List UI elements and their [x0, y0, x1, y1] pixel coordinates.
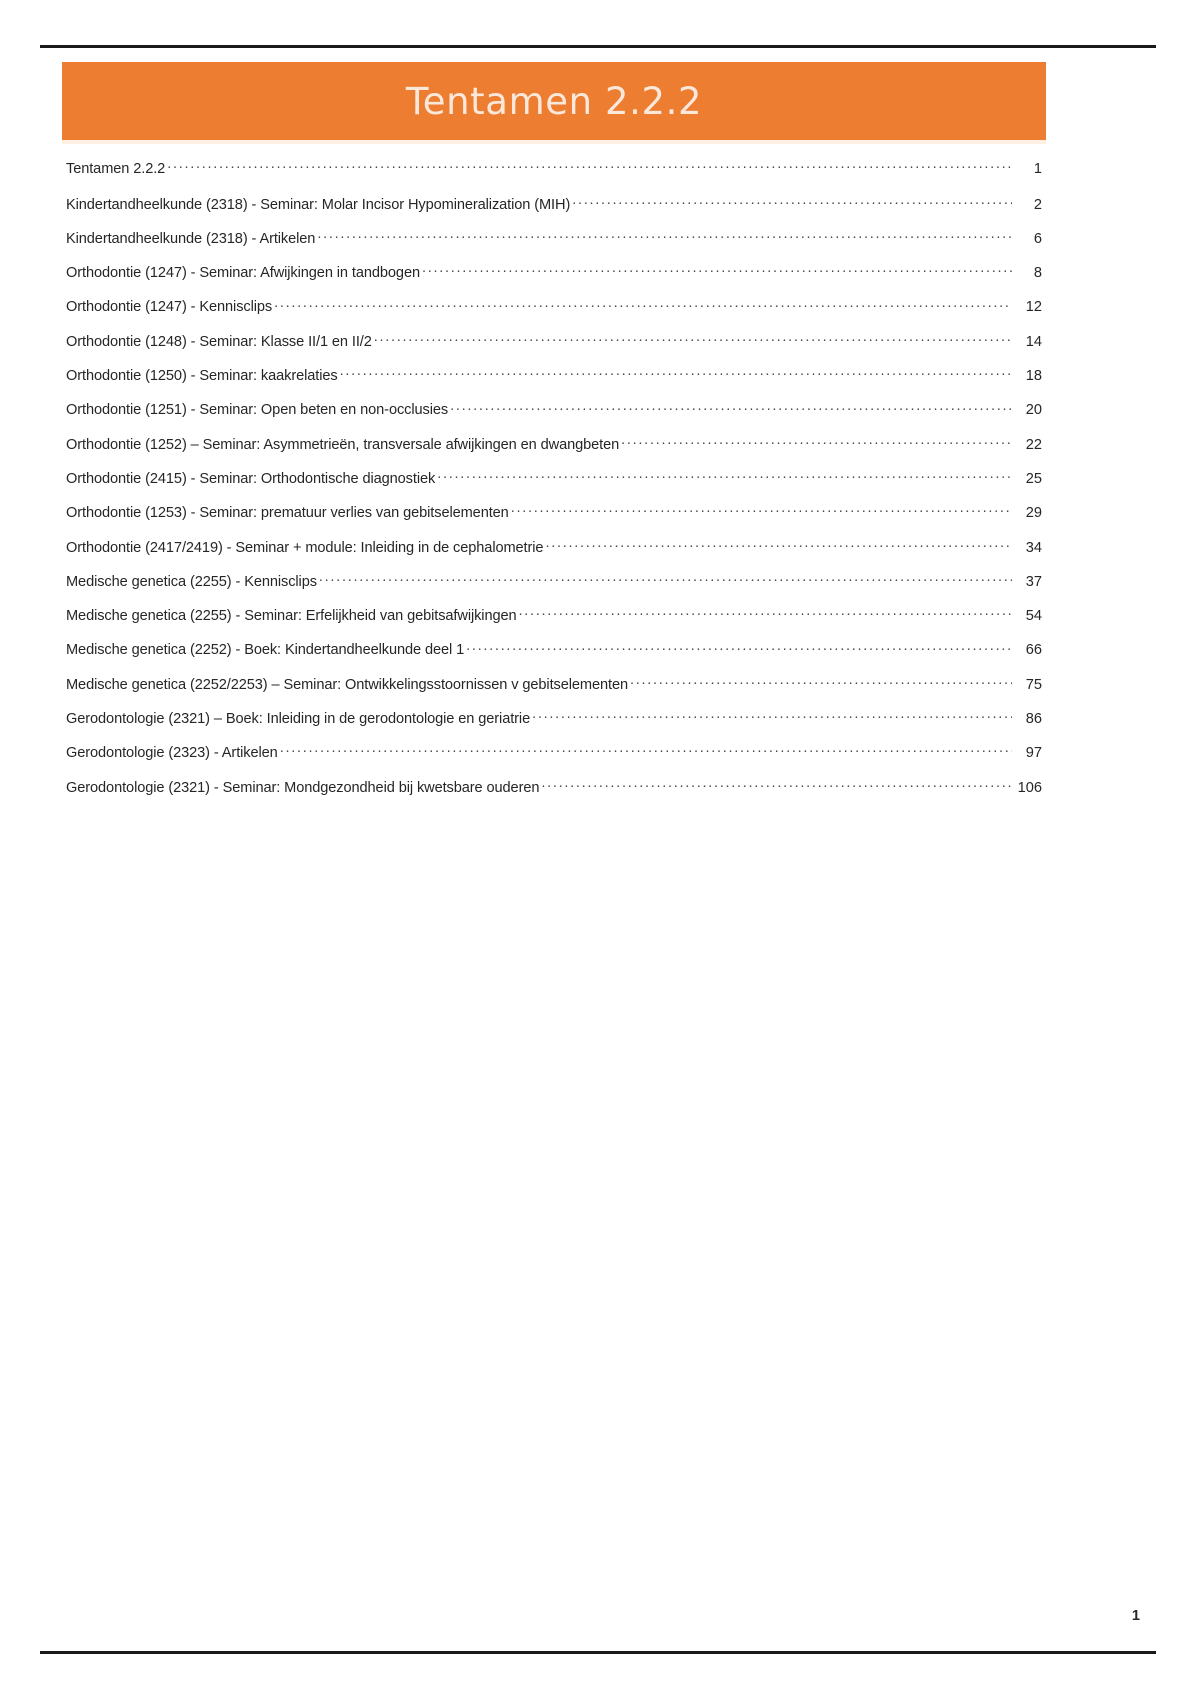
toc-dot-leader [621, 434, 1012, 449]
toc-entry-label: Gerodontologie (2321) - Seminar: Mondgez… [66, 779, 540, 796]
toc-entry-label: Orthodontie (1248) - Seminar: Klasse II/… [66, 333, 372, 350]
toc-entry-label: Gerodontologie (2321) – Boek: Inleiding … [66, 711, 531, 728]
toc-entry[interactable]: Tentamen 2.2.2 1 [66, 158, 1042, 194]
toc-dot-leader [319, 571, 1012, 586]
toc-dot-leader [374, 331, 1012, 346]
toc-entry[interactable]: Medische genetica (2252/2253) – Seminar:… [66, 674, 1042, 708]
toc-entry-page-number: 106 [1017, 779, 1042, 796]
toc-entry[interactable]: Orthodontie (2417/2419) - Seminar + modu… [66, 537, 1042, 571]
toc-entry[interactable]: Orthodontie (2415) - Seminar: Orthodonti… [66, 468, 1042, 502]
toc-entry-label: Orthodontie (1247) - Kennisclips [66, 299, 273, 316]
toc-entry-page-number: 6 [1033, 230, 1042, 247]
toc-entry-page-number: 54 [1025, 608, 1042, 625]
toc-dot-leader [422, 263, 1012, 278]
toc-entry[interactable]: Kindertandheelkunde (2318) - Seminar: Mo… [66, 194, 1042, 228]
toc-dot-leader [437, 468, 1012, 483]
toc-entry[interactable]: Medische genetica (2255) - Seminar: Erfe… [66, 606, 1042, 640]
toc-entry-page-number: 97 [1025, 745, 1042, 762]
toc-entry-page-number: 25 [1025, 470, 1042, 487]
page-top-rule [40, 45, 1156, 48]
toc-dot-leader [532, 708, 1012, 723]
toc-entry-page-number: 14 [1025, 333, 1042, 350]
toc-dot-leader [280, 743, 1012, 758]
toc-entry-label: Orthodontie (1250) - Seminar: kaakrelati… [66, 368, 338, 385]
toc-entry-page-number: 2 [1033, 196, 1042, 213]
toc-entry[interactable]: Orthodontie (1252) – Seminar: Asymmetrie… [66, 434, 1042, 468]
toc-entry-label: Medische genetica (2252) - Boek: Kindert… [66, 642, 465, 659]
toc-entry-page-number: 8 [1033, 265, 1042, 282]
toc-entry-page-number: 75 [1025, 676, 1042, 693]
toc-dot-leader [167, 158, 1012, 173]
toc-dot-leader [541, 777, 1012, 792]
toc-entry-page-number: 22 [1025, 436, 1042, 453]
toc-entry[interactable]: Orthodontie (1250) - Seminar: kaakrelati… [66, 365, 1042, 399]
toc-entry-label: Orthodontie (1252) – Seminar: Asymmetrie… [66, 436, 620, 453]
toc-entry-page-number: 86 [1025, 711, 1042, 728]
toc-dot-leader [340, 365, 1012, 380]
toc-entry-page-number: 29 [1025, 505, 1042, 522]
footer-page-number: 1 [1131, 1608, 1140, 1624]
toc-entry-label: Kindertandheelkunde (2318) - Seminar: Mo… [66, 196, 571, 213]
toc-entry-page-number: 37 [1025, 573, 1042, 590]
table-of-contents: Tentamen 2.2.2 1 Kindertandheelkunde (2318… [66, 158, 1042, 811]
toc-entry-page-number: 1 [1033, 160, 1042, 177]
toc-entry-label: Orthodontie (2417/2419) - Seminar + modu… [66, 539, 544, 556]
toc-dot-leader [466, 640, 1012, 655]
toc-dot-leader [317, 228, 1012, 243]
toc-entry[interactable]: Kindertandheelkunde (2318) - Artikelen 6 [66, 228, 1042, 262]
title-banner: Tentamen 2.2.2 [62, 62, 1046, 140]
toc-entry-label: Gerodontologie (2323) - Artikelen [66, 745, 278, 762]
toc-dot-leader [545, 537, 1012, 552]
toc-entry-label: Tentamen 2.2.2 [66, 160, 166, 177]
toc-entry[interactable]: Gerodontologie (2323) - Artikelen 97 [66, 743, 1042, 777]
toc-entry-label: Medische genetica (2255) - Kennisclips [66, 573, 317, 590]
toc-entry-label: Orthodontie (1247) - Seminar: Afwijkinge… [66, 265, 420, 282]
toc-entry-page-number: 66 [1025, 642, 1042, 659]
page-bottom-rule [40, 1651, 1156, 1654]
toc-entry-page-number: 12 [1025, 299, 1042, 316]
toc-entry[interactable]: Medische genetica (2255) - Kennisclips 37 [66, 571, 1042, 605]
title-banner-shadow [62, 140, 1046, 144]
toc-dot-leader [274, 297, 1012, 312]
toc-entry-label: Orthodontie (2415) - Seminar: Orthodonti… [66, 470, 436, 487]
toc-entry-label: Kindertandheelkunde (2318) - Artikelen [66, 230, 316, 247]
toc-entry-label: Medische genetica (2255) - Seminar: Erfe… [66, 608, 517, 625]
toc-entry-label: Orthodontie (1253) - Seminar: prematuur … [66, 505, 509, 522]
toc-entry[interactable]: Orthodontie (1247) - Kennisclips 12 [66, 297, 1042, 331]
toc-entry-label: Orthodontie (1251) - Seminar: Open beten… [66, 402, 449, 419]
toc-dot-leader [450, 400, 1012, 415]
toc-dot-leader [630, 674, 1012, 689]
toc-entry[interactable]: Orthodontie (1251) - Seminar: Open beten… [66, 400, 1042, 434]
toc-entry-page-number: 18 [1025, 368, 1042, 385]
toc-entry[interactable]: Gerodontologie (2321) - Seminar: Mondgez… [66, 777, 1042, 811]
toc-dot-leader [572, 194, 1012, 209]
toc-entry[interactable]: Orthodontie (1253) - Seminar: prematuur … [66, 503, 1042, 537]
toc-entry[interactable]: Orthodontie (1247) - Seminar: Afwijkinge… [66, 263, 1042, 297]
page-title: Tentamen 2.2.2 [405, 79, 703, 123]
toc-entry-page-number: 20 [1025, 402, 1042, 419]
toc-dot-leader [519, 606, 1012, 621]
toc-entry-page-number: 34 [1025, 539, 1042, 556]
toc-entry[interactable]: Orthodontie (1248) - Seminar: Klasse II/… [66, 331, 1042, 365]
toc-entry[interactable]: Gerodontologie (2321) – Boek: Inleiding … [66, 708, 1042, 742]
toc-entry-label: Medische genetica (2252/2253) – Seminar:… [66, 676, 628, 693]
toc-dot-leader [511, 503, 1012, 518]
toc-entry[interactable]: Medische genetica (2252) - Boek: Kindert… [66, 640, 1042, 674]
